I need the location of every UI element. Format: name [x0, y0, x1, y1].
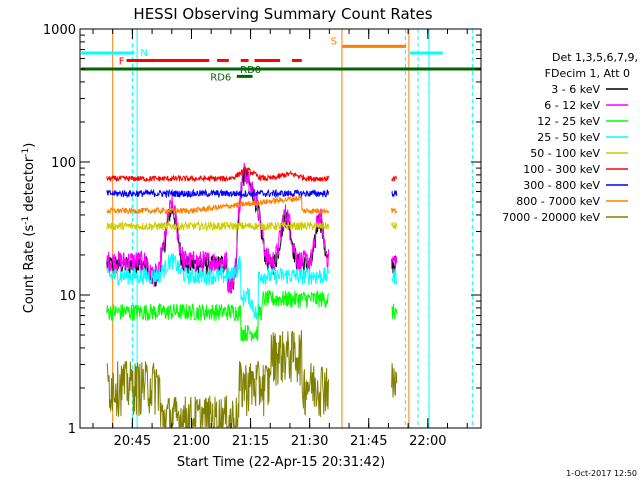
series-line-7-1 [106, 188, 329, 199]
legend-label-2: 6 - 12 keV [544, 99, 600, 112]
legend-label-5: 50 - 100 keV [530, 147, 600, 160]
series-line-4-2 [391, 268, 398, 285]
legend-label-1: 3 - 6 keV [551, 83, 600, 96]
series-line-7-2 [391, 190, 398, 197]
series-line-2-2 [391, 255, 398, 273]
y-axis-title-sup1: -1 [21, 216, 31, 225]
series-line-6-1 [106, 166, 329, 183]
legend-label-7: 300 - 800 keV [523, 179, 600, 192]
legend: Det 1,3,5,6,7,9, FDecim 1, Att 0 3 - 6 k… [502, 51, 638, 224]
series-line-9-1 [106, 330, 329, 429]
series-line-3-1 [106, 289, 329, 342]
series-line-8-2 [391, 207, 398, 214]
y-tick-label-3: 1000 [43, 23, 76, 38]
y-axis-title-sup2: -1 [21, 148, 31, 157]
y-axis-title-main: Count Rate (s [22, 225, 37, 314]
plot-area: N F S RD6 RD0 [79, 29, 481, 429]
chart-title: HESSI Observing Summary Count Rates [133, 5, 432, 23]
x-axis-title: Start Time (22-Apr-15 20:31:42) [177, 455, 385, 470]
series-line-5-1 [106, 220, 329, 232]
x-tick-label-0: 20:45 [114, 434, 151, 449]
y-tick-label-1: 10 [59, 289, 76, 304]
flag-label-f: F [119, 56, 125, 67]
y-tick-label-0: 1 [68, 422, 76, 437]
x-tick-label-5: 22:00 [409, 434, 446, 449]
y-axis-title-mid: detector [22, 156, 37, 216]
legend-label-4: 25 - 50 keV [537, 131, 600, 144]
series-line-9-2 [391, 363, 398, 398]
x-tick-label-4: 21:45 [350, 434, 387, 449]
series-line-4-1 [106, 253, 329, 320]
x-tick-label-2: 21:15 [232, 434, 269, 449]
x-tick-label-3: 21:30 [291, 434, 328, 449]
legend-label-8: 800 - 7000 keV [516, 195, 600, 208]
y-tick-label-2: 100 [51, 156, 76, 171]
flag-label-rd0: RD0 [240, 65, 261, 76]
axes: 1 10 100 1000 20:45 21:00 21:15 21:30 21:45 22:00 [43, 23, 482, 449]
flag-label-s: S [331, 36, 337, 47]
y-axis-title-end: ) [22, 143, 37, 148]
legend-header-2: FDecim 1, Att 0 [545, 67, 630, 80]
flag-label-rd6: RD6 [210, 72, 231, 83]
legend-label-3: 12 - 25 keV [537, 115, 600, 128]
legend-label-9: 7000 - 20000 keV [502, 211, 600, 224]
x-tick-label-1: 21:00 [173, 434, 210, 449]
y-axis-title: Count Rate (s-1 detector-1) [21, 143, 37, 314]
plot-frame [79, 28, 482, 429]
series-line-6-2 [391, 175, 398, 182]
series-line-5-2 [391, 221, 398, 230]
series-line-8-1 [106, 194, 329, 216]
footer-timestamp: 1-Oct-2017 12:50 [566, 469, 637, 478]
legend-header-1: Det 1,3,5,6,7,9, [552, 51, 638, 64]
legend-label-6: 100 - 300 keV [523, 163, 600, 176]
flag-label-n: N [140, 48, 147, 59]
series-line-3-2 [391, 303, 398, 320]
